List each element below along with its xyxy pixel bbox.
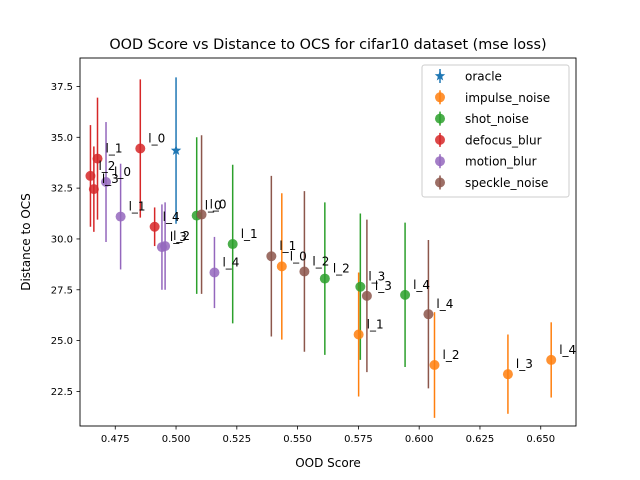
point-annotation: l_2 [442, 348, 459, 362]
legend-marker [435, 113, 445, 124]
legend-marker [434, 70, 446, 81]
x-tick-label: 0.575 [344, 434, 373, 445]
data-point [196, 209, 207, 220]
x-tick-label: 0.525 [223, 434, 252, 445]
data-point [170, 145, 182, 155]
point-annotation: l_3 [375, 279, 392, 293]
data-point [88, 184, 99, 195]
point-annotation: l_1 [367, 318, 384, 332]
data-point [266, 251, 277, 262]
y-tick-label: 37.5 [51, 82, 73, 93]
data-point [319, 273, 330, 284]
point-annotation: l_2 [312, 254, 329, 268]
legend-marker [435, 177, 445, 188]
data-point [85, 170, 96, 181]
legend: oracle impulse_noise shot_noise defocus_blu… [421, 64, 570, 198]
legend-marker [435, 156, 445, 167]
data-point [400, 289, 411, 300]
point-annotation: l_1 [241, 227, 258, 241]
point-annotation: l_4 [222, 255, 239, 269]
data-point [361, 290, 372, 301]
legend-label: speckle_noise [465, 176, 548, 190]
point-annotation: l_4 [163, 210, 180, 224]
point-annotation: l_0 [114, 165, 131, 179]
x-tick-label: 0.550 [283, 434, 312, 445]
x-tick-label: 0.475 [101, 434, 130, 445]
data-point [149, 221, 160, 232]
y-axis-label: Distance to OCS [19, 193, 33, 291]
data-point [502, 369, 513, 380]
legend-label: shot_noise [465, 112, 529, 126]
data-point [429, 360, 440, 371]
legend-label: oracle [465, 70, 502, 84]
data-point [299, 266, 310, 277]
legend-label: motion_blur [465, 155, 537, 169]
y-tick-label: 35.0 [51, 133, 73, 144]
data-point [101, 177, 112, 188]
point-annotation: l_3 [170, 230, 187, 244]
point-annotation: l_1 [106, 142, 123, 156]
legend-label: impulse_noise [465, 91, 550, 105]
data-point [227, 239, 238, 250]
point-annotation: l_3 [102, 172, 119, 186]
data-point [92, 153, 103, 164]
point-annotation: l_1 [129, 200, 146, 214]
x-tick-label: 0.625 [466, 434, 495, 445]
data-point [209, 267, 220, 278]
data-point [156, 242, 167, 253]
data-point [353, 329, 364, 340]
point-annotation: l_2 [333, 262, 350, 276]
y-tick-label: 32.5 [51, 184, 73, 195]
point-annotation: l_4 [436, 297, 453, 311]
point-annotation: l_2 [98, 159, 115, 173]
axes-frame [79, 57, 577, 427]
legend-marker [435, 92, 445, 103]
point-annotation: l_3 [368, 270, 385, 284]
x-axis: 0.475 0.500 0.525 0.550 0.575 0.600 0.625 0.650 [101, 426, 555, 445]
point-annotation: l_0 [210, 198, 227, 212]
point-annotation: l_2 [173, 229, 190, 243]
x-axis-label: OOD Score [295, 456, 361, 470]
point-annotation: l_1 [279, 239, 296, 253]
y-tick-label: 27.5 [51, 285, 73, 296]
chart-title: OOD Score vs Distance to OCS for cifar10… [109, 37, 546, 53]
x-tick-label: 0.500 [162, 434, 191, 445]
y-tick-label: 30.0 [51, 234, 73, 245]
point-annotation: l_4 [413, 278, 430, 292]
point-annotation: l_4 [559, 343, 576, 357]
legend-marker [435, 134, 445, 145]
legend-label: defocus_blur [465, 133, 542, 147]
data-point [546, 354, 557, 365]
x-tick-label: 0.650 [526, 434, 555, 445]
x-tick-label: 0.600 [405, 434, 434, 445]
data-point [355, 281, 366, 292]
plot-area: l_0l_1l_2l_3l_4l_0l_1l_2l_3l_4l_0l_1l_2l… [85, 77, 576, 418]
data-point [115, 211, 126, 222]
point-annotation: l_0 [290, 249, 307, 263]
data-point [423, 309, 434, 320]
data-point [276, 261, 287, 272]
point-annotation: l_0 [205, 199, 222, 213]
y-axis: 22.5 25.0 27.5 30.0 32.5 35.0 37.5 [51, 82, 80, 398]
data-point [135, 143, 146, 154]
y-tick-label: 22.5 [51, 387, 73, 398]
legend-box [421, 64, 570, 198]
y-tick-label: 25.0 [51, 336, 73, 347]
point-annotation: l_3 [516, 357, 533, 371]
point-annotation: l_0 [148, 131, 165, 145]
